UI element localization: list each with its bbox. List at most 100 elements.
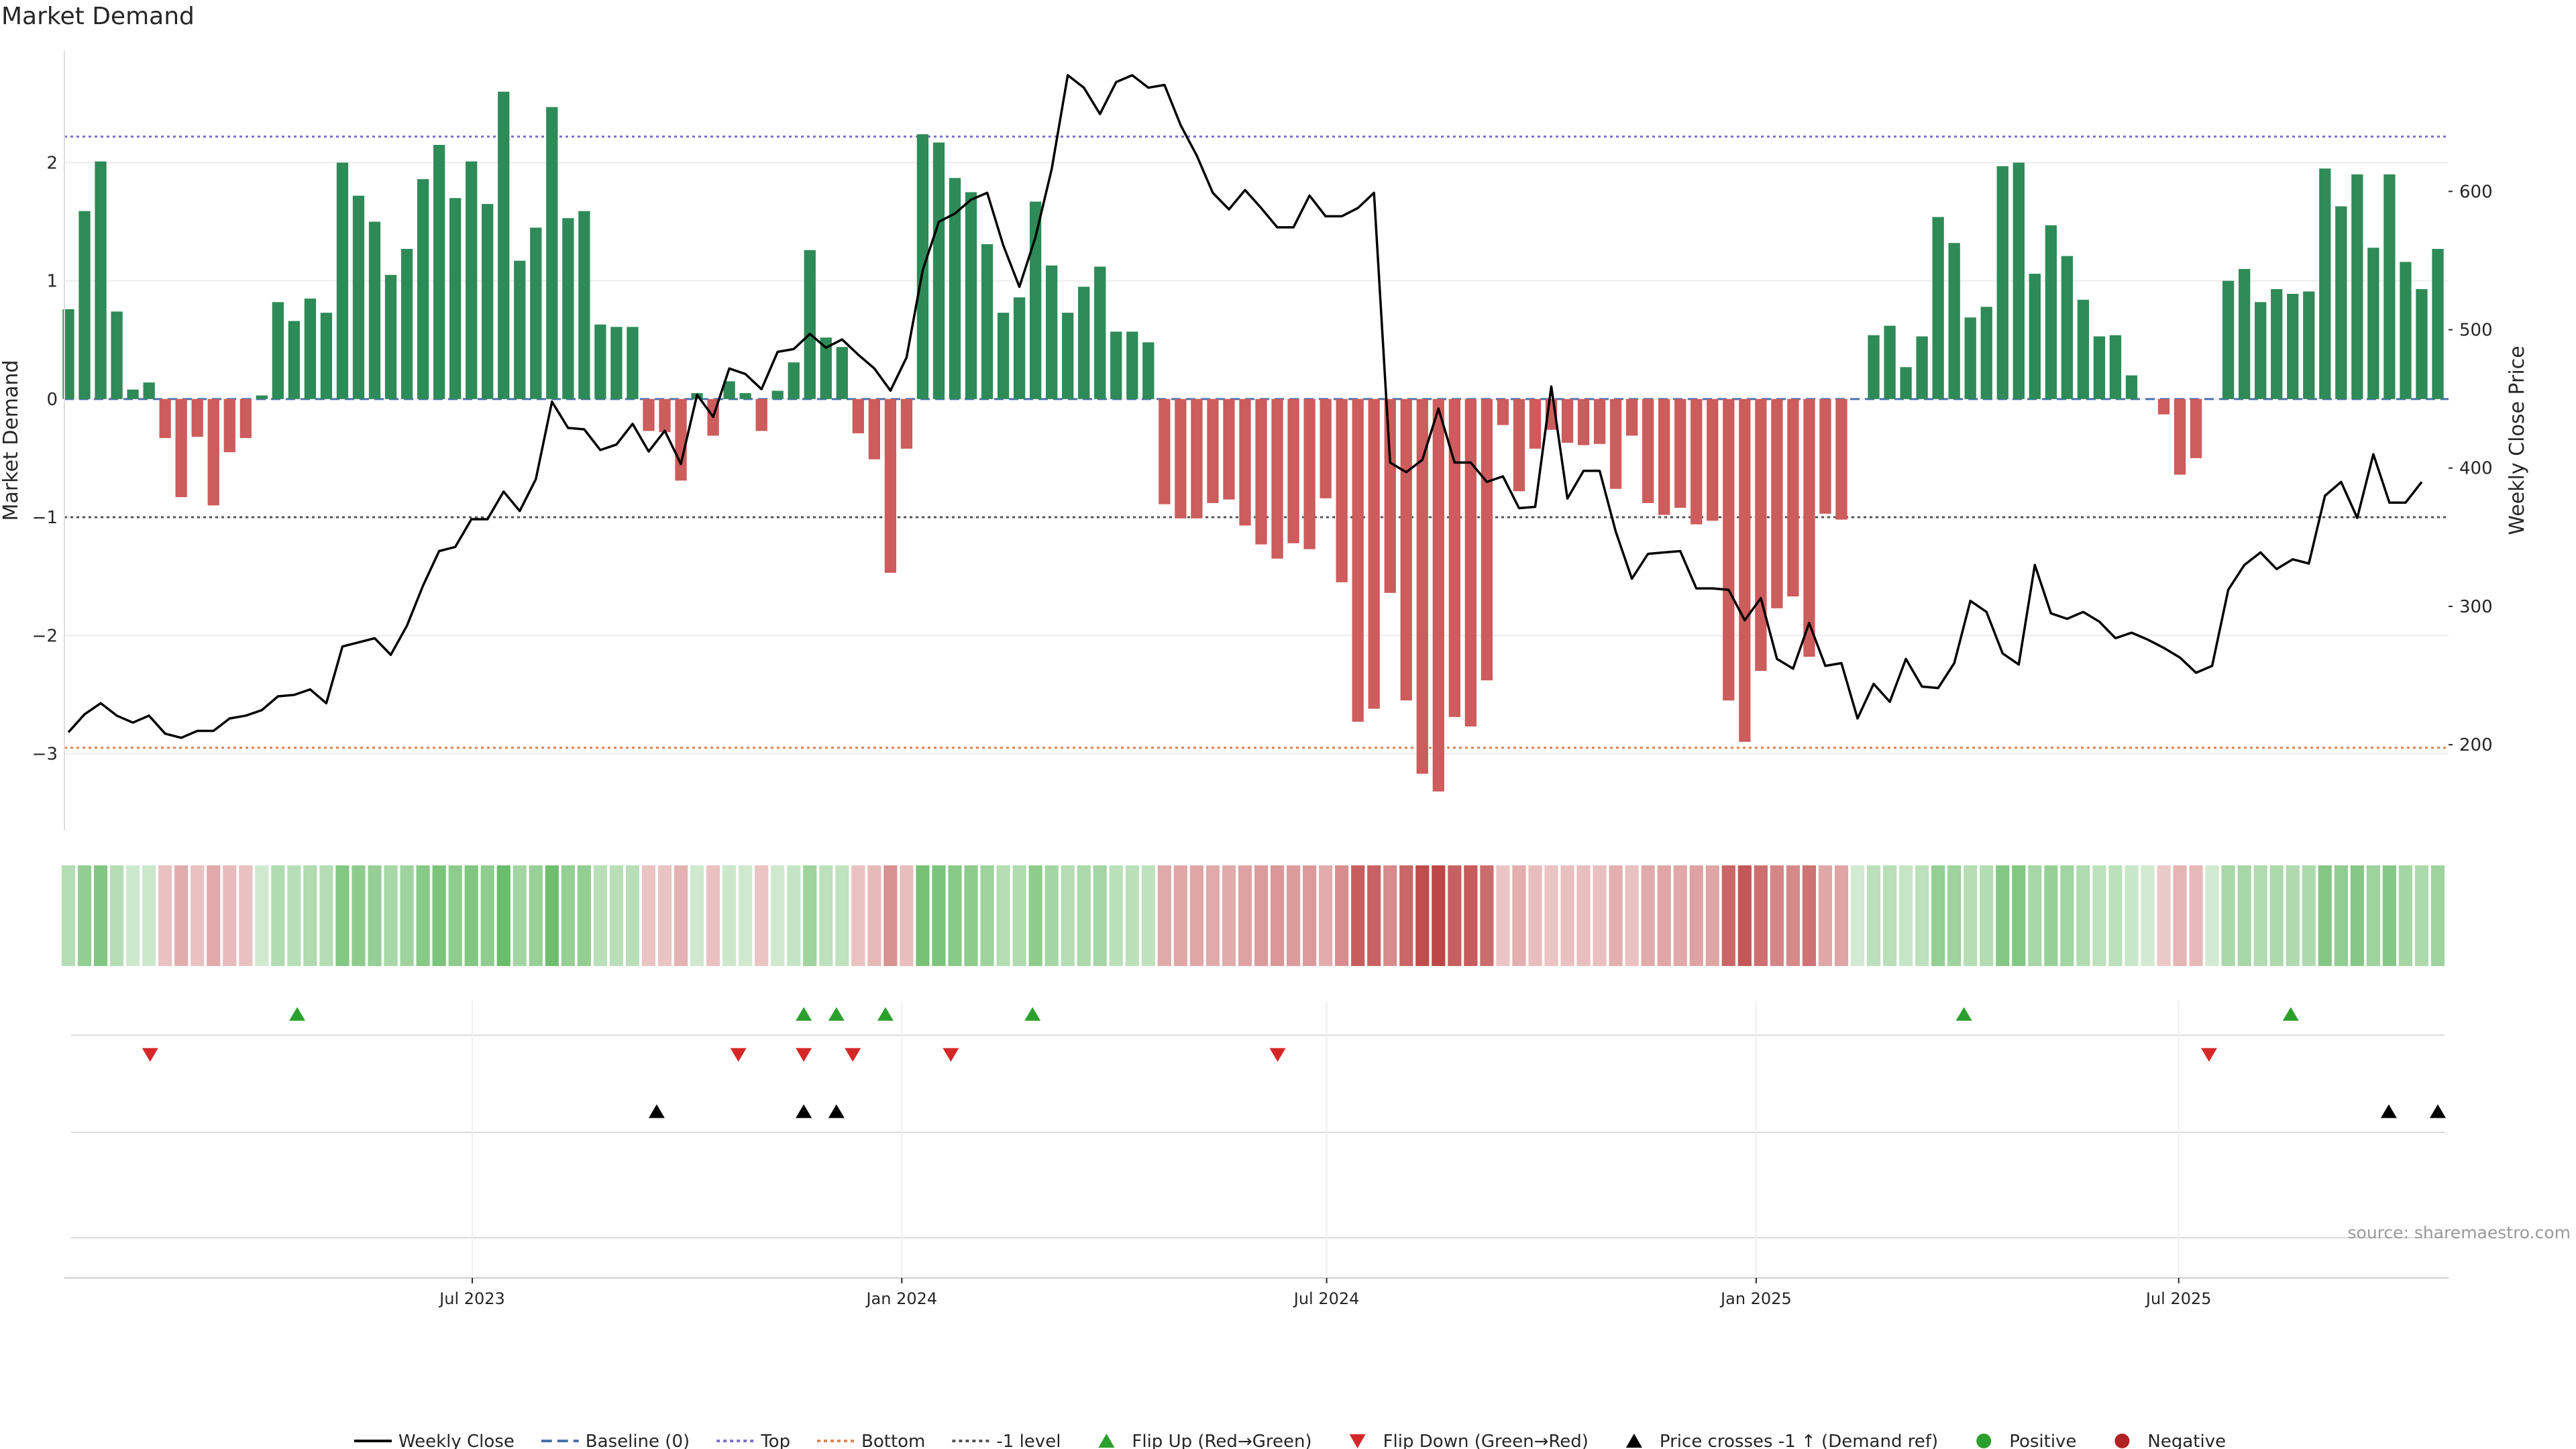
legend-label: Positive — [2009, 1432, 2076, 1449]
price-series — [67, 74, 2423, 739]
demand-bar — [2400, 262, 2412, 399]
heat-cell — [513, 865, 527, 966]
demand-bar — [1723, 398, 1735, 701]
heat-cell — [400, 865, 414, 966]
heat-cell — [2318, 865, 2332, 966]
heat-cell — [1238, 865, 1252, 966]
demand-bar — [1674, 398, 1686, 508]
demand-bar — [1255, 398, 1267, 545]
heat-cell — [2141, 865, 2155, 966]
demand-bar — [400, 249, 413, 399]
demand-bar — [2239, 268, 2251, 399]
legend-item: Weekly Close — [354, 1432, 515, 1449]
y-right-tick-label: 200 — [2459, 735, 2493, 755]
heat-cell — [1802, 865, 1817, 966]
demand-bar — [384, 274, 397, 399]
demand-bar — [514, 260, 526, 399]
heat-cell — [964, 865, 978, 966]
heat-cell — [1415, 865, 1430, 966]
demand-bar — [1642, 398, 1654, 503]
demand-bar — [546, 107, 558, 399]
heat-cell — [2253, 865, 2267, 966]
demand-bar — [1771, 398, 1783, 608]
demand-bar — [836, 347, 848, 399]
heat-cell — [2108, 865, 2123, 966]
demand-bar — [1287, 398, 1299, 543]
x-tick-label: Jul 2024 — [1293, 1289, 1360, 1308]
legend-label: Weekly Close — [398, 1432, 515, 1449]
demand-bar — [981, 244, 994, 399]
heat-cell — [2060, 865, 2074, 966]
demand-bar — [95, 161, 107, 399]
demand-bar — [1207, 398, 1219, 503]
demand-bar — [288, 321, 301, 399]
heat-cell — [2012, 865, 2026, 966]
heat-cell — [1786, 865, 1801, 966]
x-tick-label: Jan 2024 — [865, 1289, 937, 1308]
legend-label: Flip Down (Green→Red) — [1383, 1432, 1589, 1449]
demand-bar — [739, 393, 751, 399]
demand-bar — [2061, 256, 2074, 399]
legend-swatch-circle — [1976, 1434, 1992, 1448]
demand-bar — [1142, 342, 1155, 399]
y-right-tick-label: 300 — [2459, 597, 2493, 617]
demand-bar — [1432, 398, 1444, 792]
heat-cell — [2414, 865, 2429, 966]
heat-cell — [1319, 865, 1333, 966]
heat-cell — [2430, 865, 2445, 966]
heat-cell — [787, 865, 801, 966]
heat-cell — [835, 865, 849, 966]
demand-bar — [466, 161, 478, 399]
demand-bar — [997, 313, 1010, 399]
demand-bar — [1835, 398, 1847, 520]
demand-bar — [2432, 249, 2444, 399]
heat-cell — [464, 865, 478, 966]
y-left-tick-label: 1 — [46, 272, 58, 292]
heat-cell — [352, 865, 366, 966]
demand-bar — [1029, 201, 1042, 399]
flip-up-marker — [828, 1007, 845, 1021]
demand-bar — [1868, 335, 1880, 399]
demand-bar — [2416, 288, 2428, 399]
price-cross-marker — [2380, 1104, 2397, 1118]
heat-cell — [609, 865, 624, 966]
heat-cell — [223, 865, 237, 966]
demand-heat-strip — [61, 865, 2445, 966]
heat-cell — [2157, 865, 2171, 966]
demand-bar — [256, 395, 268, 399]
heat-cell — [771, 865, 785, 966]
demand-bar — [755, 398, 767, 431]
flip-down-marker — [142, 1048, 158, 1062]
heat-cell — [2334, 865, 2348, 966]
heat-cell — [1367, 865, 1381, 966]
y-left-tick-label: −3 — [32, 744, 58, 764]
demand-bar — [2045, 225, 2057, 399]
legend-label: Price crosses -1 ↑ (Demand ref) — [1660, 1432, 1938, 1449]
heat-cell — [191, 865, 205, 966]
demand-bar — [127, 389, 139, 399]
price-cross-marker — [648, 1104, 665, 1118]
demand-bar — [159, 398, 171, 438]
demand-bar — [62, 309, 74, 399]
heat-cell — [1980, 865, 1994, 966]
legend-label: -1 level — [996, 1432, 1061, 1449]
demand-bar — [1223, 398, 1235, 500]
demand-bar — [2093, 336, 2106, 399]
y-left-axis-title: Market Demand — [0, 360, 23, 521]
heat-cell — [1641, 865, 1655, 966]
heat-cell — [1286, 865, 1301, 966]
demand-bar — [932, 142, 945, 399]
demand-bar — [2125, 375, 2138, 399]
heat-cell — [867, 865, 881, 966]
legend-label: Negative — [2147, 1432, 2226, 1449]
heat-cell — [1028, 865, 1042, 966]
heat-cell — [1528, 865, 1542, 966]
demand-bar — [1964, 317, 1976, 399]
demand-bar — [191, 398, 203, 437]
legend-item: Top — [716, 1432, 790, 1449]
demand-bar — [594, 324, 606, 399]
y-left-tick-label: 2 — [46, 153, 58, 173]
y-left-tick-label: −1 — [32, 508, 58, 528]
heat-cell — [1560, 865, 1574, 966]
demand-bar — [239, 398, 252, 438]
